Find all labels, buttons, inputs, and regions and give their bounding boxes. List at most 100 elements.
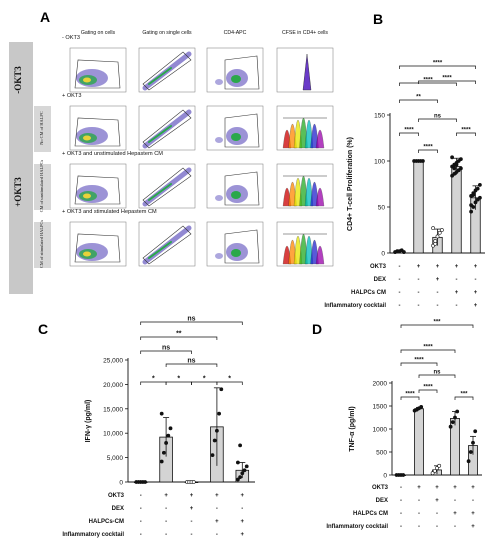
condition-sign: -	[456, 277, 458, 283]
data-point	[469, 203, 474, 208]
condition-sign: -	[400, 498, 402, 504]
condition-row-label: Inflammatory cocktail	[62, 532, 124, 538]
significance-bracket	[399, 132, 419, 136]
condition-sign: -	[400, 485, 402, 491]
singlet-core	[148, 241, 172, 259]
condition-sign: +	[436, 264, 440, 270]
condition-sign: +	[190, 506, 194, 512]
panel-label-c: C	[38, 321, 48, 337]
cd4-neg-cloud	[215, 79, 223, 85]
significance-bracket	[418, 374, 456, 378]
condition-sign: -	[399, 303, 401, 309]
condition-sign: +	[471, 524, 475, 530]
cd4-core	[231, 191, 241, 199]
condition-sign: +	[435, 498, 439, 504]
condition-sign: -	[140, 506, 142, 512]
significance-label: *	[228, 376, 231, 383]
sub-label-2: CM of unstimulated HALPCs	[39, 159, 44, 212]
condition-sign: +	[474, 264, 478, 270]
significance-label: ns	[187, 316, 195, 323]
condition-sign: +	[241, 532, 245, 538]
condition-sign: -	[437, 290, 439, 296]
sub-label-block	[34, 222, 51, 268]
y-tick-label: 150	[374, 113, 385, 120]
condition-row-label: OKT3	[370, 264, 387, 270]
data-point	[401, 473, 406, 477]
cell-cloud-center	[83, 193, 91, 199]
condition-sign: -	[140, 519, 142, 525]
significance-bracket	[165, 363, 218, 367]
bar-2	[414, 408, 424, 476]
cd4-gate	[224, 55, 260, 90]
data-point	[452, 166, 457, 171]
cfse-generation-peak	[315, 245, 325, 265]
significance-label: ns	[433, 370, 441, 376]
data-point	[419, 405, 424, 409]
condition-sign: +	[436, 277, 440, 283]
data-point	[431, 226, 436, 231]
significance-label: ***	[460, 392, 468, 398]
condition-sign: -	[241, 506, 243, 512]
significance-label: ****	[405, 392, 415, 398]
data-point	[458, 157, 463, 162]
data-point	[435, 466, 439, 471]
cfse-generation-peak	[315, 187, 325, 207]
data-point	[235, 477, 240, 482]
condition-sign: -	[165, 519, 167, 525]
data-point	[450, 155, 455, 160]
condition-sign: +	[474, 303, 478, 309]
significance-bracket	[140, 321, 243, 325]
y-tick-label: 25,000	[103, 358, 123, 365]
column-header-3: CD4-APC	[224, 30, 247, 36]
data-point	[433, 239, 438, 243]
data-point	[473, 429, 478, 434]
row-title-3: + OKT3 and unstimulated Hepastem CM	[62, 151, 163, 157]
condition-sign: -	[400, 524, 402, 530]
condition-sign: -	[165, 532, 167, 538]
cfse-generation-peak	[315, 129, 325, 149]
y-tick-label: 1000	[373, 427, 388, 434]
condition-sign: +	[453, 511, 457, 517]
data-point	[466, 459, 471, 464]
y-tick-label: 5,000	[107, 455, 124, 462]
data-point	[475, 186, 480, 191]
y-tick-label: 0	[119, 480, 123, 487]
condition-sign: -	[140, 532, 142, 538]
singlet-core	[148, 125, 172, 143]
data-point	[437, 230, 442, 235]
condition-sign: -	[399, 277, 401, 283]
data-point	[217, 411, 222, 416]
y-tick-label: 20,000	[103, 382, 123, 389]
condition-sign: -	[399, 290, 401, 296]
cd4-gate	[224, 113, 260, 148]
sub-label-3: CM of stimulated HALPCs	[39, 220, 44, 268]
condition-sign: -	[191, 532, 193, 538]
data-point	[166, 433, 171, 438]
data-point	[191, 480, 196, 484]
condition-sign: -	[418, 290, 420, 296]
gate-polygon	[74, 175, 121, 205]
bar-4	[451, 166, 462, 254]
significance-label: ****	[404, 128, 414, 134]
condition-sign: -	[436, 524, 438, 530]
condition-sign: -	[454, 524, 456, 530]
side-label-minus-okt3: -OKT3	[13, 66, 23, 94]
significance-label: ns	[162, 345, 170, 352]
significance-label: ****	[423, 345, 433, 351]
data-point	[454, 162, 459, 167]
y-tick-label: 500	[376, 450, 387, 457]
condition-row-label: DEX	[112, 506, 124, 512]
significance-bracket	[456, 132, 476, 136]
y-tick-label: 10,000	[103, 431, 123, 438]
significance-label: ***	[433, 320, 441, 326]
condition-sign: +	[453, 485, 457, 491]
data-point	[240, 471, 245, 476]
condition-sign: +	[435, 485, 439, 491]
condition-sign: -	[418, 277, 420, 283]
data-point	[214, 428, 219, 433]
data-point	[468, 450, 473, 454]
data-point	[471, 440, 475, 445]
panel-a-flow-cytometry: -OKT3 +OKT3 No CM of HALPC CM of unstimulat…	[9, 30, 334, 294]
data-point	[244, 464, 249, 469]
